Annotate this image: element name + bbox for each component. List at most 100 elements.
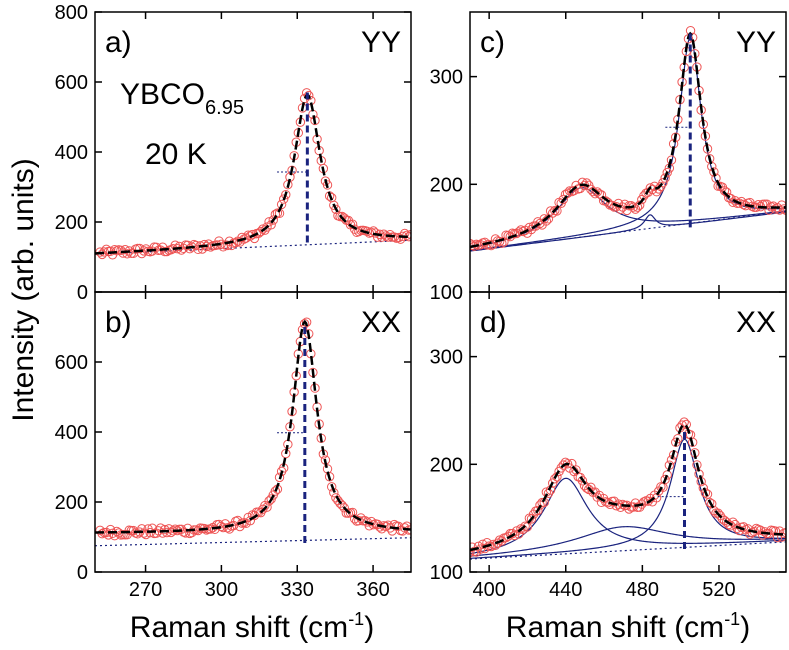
data-point: [581, 483, 592, 493]
data-point: [270, 486, 281, 496]
x-tick-label-b: 270: [129, 579, 162, 601]
data-point: [594, 189, 605, 199]
x-tick-label-d: 520: [702, 579, 735, 601]
data-point: [704, 497, 715, 508]
y-tick-label-b: 200: [55, 492, 88, 514]
data-point: [322, 180, 333, 190]
data-point: [673, 433, 683, 444]
data-point: [569, 185, 579, 196]
data-point: [337, 500, 347, 511]
component-curve-d-1: [470, 526, 786, 557]
y-tick-label-a: 600: [55, 72, 88, 94]
x-axis-title-right-sup: -1: [724, 609, 740, 629]
polarization-label-c: YY: [736, 26, 776, 59]
x-tick-label-b: 330: [281, 579, 314, 601]
x-axis-title-left-close: ): [364, 611, 374, 644]
plot-area-c: [470, 25, 786, 252]
sample-subscript: 6.95: [205, 97, 244, 119]
x-tick-label-d: 440: [549, 579, 582, 601]
component-curve-c-1: [470, 211, 786, 252]
data-point: [268, 215, 278, 225]
data-point: [266, 220, 276, 230]
x-tick-label-d: 480: [626, 579, 659, 601]
data-point: [660, 474, 670, 485]
y-tick-label-d: 100: [430, 562, 463, 584]
x-tick-label-b: 360: [356, 579, 389, 601]
y-tick-label-a: 400: [55, 142, 88, 164]
x-axis-title-left-main: Raman shift (cm: [130, 611, 348, 644]
y-tick-label-b: 600: [55, 352, 88, 374]
y-tick-label-a: 200: [55, 212, 88, 234]
data-point: [279, 194, 289, 204]
y-axis-title: Intensity (arb. units): [7, 158, 40, 421]
data-point: [577, 177, 588, 188]
y-tick-label-c: 200: [430, 174, 463, 196]
data-point: [719, 186, 730, 196]
fit-curve-b: [95, 319, 411, 534]
data-point: [562, 188, 573, 198]
data-point: [662, 167, 672, 178]
data-point: [260, 225, 270, 235]
x-axis-title-right: Raman shift (cm-1): [506, 609, 750, 644]
data-point: [577, 476, 588, 486]
data-point: [276, 199, 287, 210]
data-point: [571, 465, 581, 475]
component-curve-c-2: [470, 36, 786, 251]
data-point: [180, 528, 191, 538]
data-point: [548, 208, 558, 218]
data-point: [643, 496, 653, 506]
x-axis-title-left-sup: -1: [348, 609, 364, 629]
y-tick-label-c: 100: [430, 282, 463, 304]
y-tick-label-d: 200: [430, 454, 463, 476]
data-point: [526, 514, 537, 524]
data-point: [377, 232, 387, 242]
data-point: [660, 173, 670, 183]
data-point: [256, 226, 266, 237]
data-point: [548, 478, 558, 488]
data-point: [533, 505, 543, 516]
polarization-label-d: XX: [736, 306, 776, 339]
polarization-label-b: XX: [361, 306, 401, 339]
data-point: [575, 472, 585, 483]
data-point: [779, 204, 786, 214]
sample-annotation: YBCO6.95: [120, 78, 244, 119]
plot-area-a: [95, 88, 411, 260]
data-point: [755, 525, 766, 536]
data-point: [162, 246, 172, 257]
data-point: [666, 155, 677, 165]
data-point: [634, 200, 645, 210]
data-point: [539, 214, 549, 224]
y-tick-label-c: 300: [430, 67, 463, 89]
sample-name: YBCO: [120, 78, 205, 111]
y-tick-label-a: 0: [77, 282, 88, 304]
data-point: [581, 178, 592, 188]
component-curve-d-0: [470, 477, 786, 555]
fit-curve-a: [95, 93, 411, 255]
data-point: [692, 460, 702, 470]
data-point: [679, 417, 689, 427]
panel-a: 0 200 400 600 800 a) YY YBCO6.95 20 K: [55, 2, 412, 304]
data-point: [222, 523, 233, 533]
panel-d: 100 200 300 400 440 480 520 d) XX: [430, 291, 787, 601]
x-axis-title-left: Raman shift (cm-1): [130, 609, 374, 644]
data-point: [402, 230, 411, 241]
data-point: [562, 459, 573, 469]
background-line-b: [95, 537, 411, 547]
data-point: [122, 249, 132, 259]
y-tick-label-a: 800: [55, 2, 88, 24]
y-tick-label-b: 400: [55, 422, 88, 444]
x-tick-label-d: 400: [472, 579, 505, 601]
panel-label-a: a): [105, 26, 132, 59]
panel-label-c: c): [480, 26, 505, 59]
data-point: [774, 205, 785, 215]
x-axis-title-right-close: ): [740, 611, 750, 644]
panel-c: 100 200 300 c) YY: [430, 11, 787, 304]
data-point: [620, 199, 630, 209]
data-point: [170, 524, 180, 534]
y-tick-label-b: 0: [77, 562, 88, 584]
x-tick-label-b: 300: [205, 579, 238, 601]
data-point: [327, 482, 337, 492]
data-point: [550, 474, 560, 484]
data-point: [470, 547, 475, 558]
